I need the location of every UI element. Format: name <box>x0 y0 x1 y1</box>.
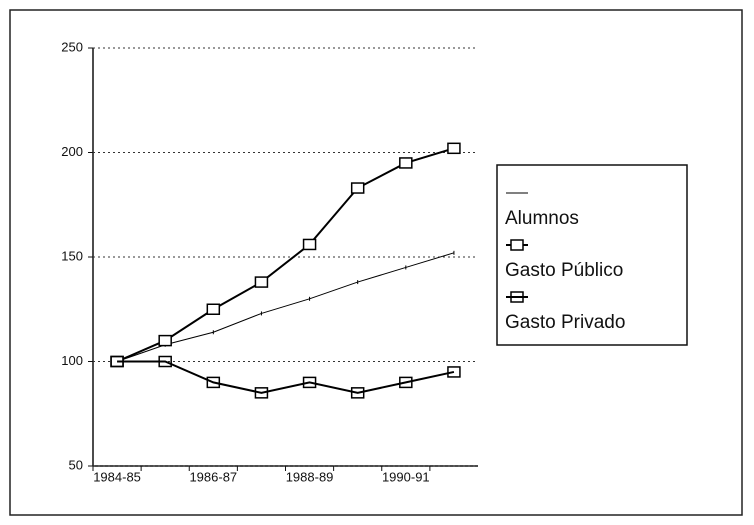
point <box>206 303 221 315</box>
point <box>110 355 124 368</box>
series-line <box>116 252 455 362</box>
series-line <box>117 360 455 394</box>
point <box>399 376 413 389</box>
point <box>350 182 365 194</box>
series-line <box>116 147 455 363</box>
legend <box>496 164 688 346</box>
point <box>158 355 172 368</box>
legend-label: Gasto Privado <box>505 312 625 333</box>
y-tick-label: 100 <box>61 353 83 368</box>
frame <box>9 9 743 516</box>
point <box>447 142 461 155</box>
legend-marker <box>510 291 524 303</box>
y-tick-label: 250 <box>61 39 83 54</box>
y-tick-label: 50 <box>69 457 83 472</box>
point <box>254 387 269 399</box>
point <box>447 366 461 378</box>
point <box>302 238 317 251</box>
legend-label: Gasto Público <box>505 260 623 281</box>
point <box>158 334 172 347</box>
x-tick-label: 1986-87 <box>189 469 237 484</box>
point <box>254 276 269 288</box>
legend-label: Alumnos <box>505 208 579 229</box>
legend-marker <box>510 239 524 251</box>
y-tick-label: 200 <box>61 144 83 159</box>
point <box>399 157 413 169</box>
x-tick-label: 1990-91 <box>382 469 430 484</box>
point <box>350 387 365 399</box>
point <box>302 376 317 389</box>
y-tick-label: 150 <box>61 248 83 263</box>
x-tick-label: 1988-89 <box>286 469 334 484</box>
point <box>206 376 221 389</box>
x-tick-label: 1984-85 <box>93 469 141 484</box>
